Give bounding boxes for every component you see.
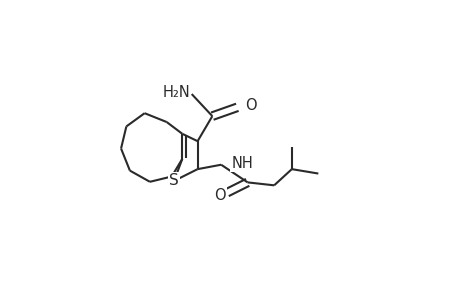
Text: O: O [213, 188, 225, 203]
Text: S: S [169, 173, 179, 188]
Text: H₂N: H₂N [162, 85, 190, 100]
Text: O: O [244, 98, 256, 113]
Text: NH: NH [231, 156, 252, 171]
